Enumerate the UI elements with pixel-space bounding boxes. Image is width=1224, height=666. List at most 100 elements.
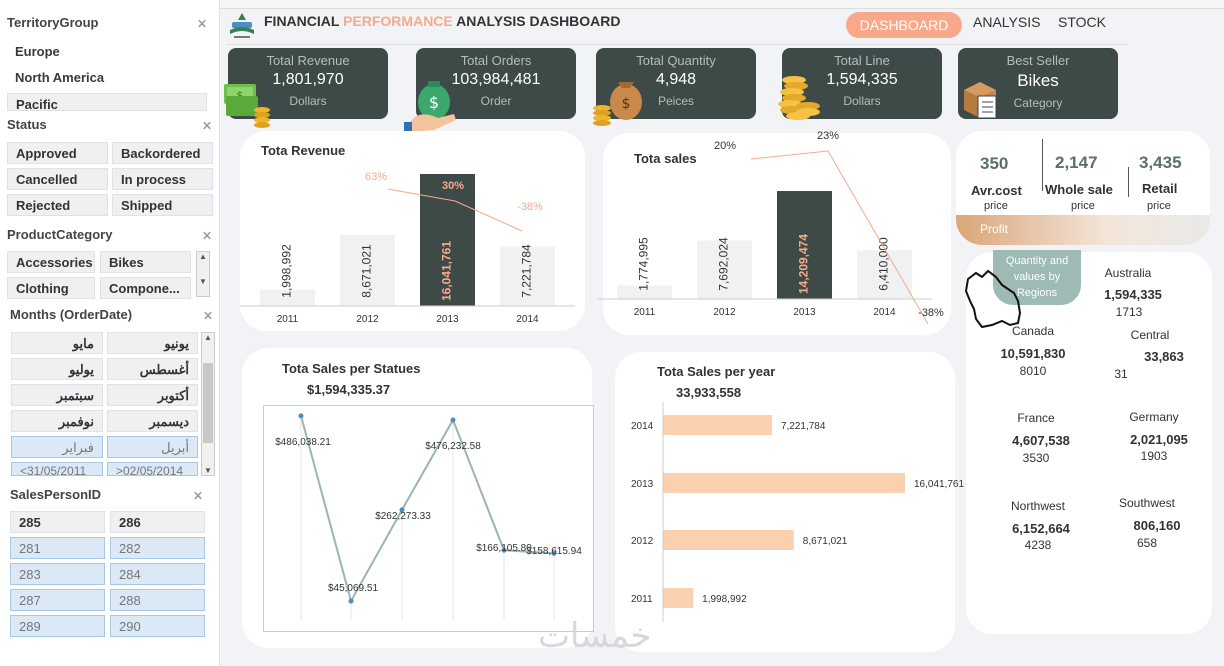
status-slicer-title: Status ⨯ bbox=[7, 117, 212, 132]
title-part-1: FINANCIAL bbox=[264, 13, 344, 29]
data-point bbox=[450, 417, 456, 423]
hbar-2012 bbox=[663, 530, 794, 550]
slicer-item-shipped[interactable]: Shipped bbox=[112, 194, 213, 216]
slicer-item-cancelled[interactable]: Cancelled bbox=[7, 168, 108, 190]
status-plot-frame bbox=[263, 405, 594, 632]
x-tick-label: 2013 bbox=[436, 314, 459, 325]
coin-stack-icon bbox=[774, 70, 826, 127]
slicer-item-backordered[interactable]: Backordered bbox=[112, 142, 213, 164]
salesperson-title-label: SalesPersonID bbox=[10, 487, 102, 502]
bar-2012 bbox=[340, 234, 395, 306]
x-tick-label: 2013 bbox=[793, 307, 816, 318]
scroll-up-icon[interactable]: ▲ bbox=[199, 252, 207, 261]
slicer-item-november[interactable]: نوفمبر bbox=[11, 410, 103, 432]
slicer-item-february[interactable]: فبراير bbox=[11, 436, 103, 458]
kpi-value: Bikes bbox=[1017, 71, 1059, 90]
x-tick-label: 2012 bbox=[713, 307, 736, 318]
category-scrollbar[interactable]: ▲ ▼ bbox=[196, 251, 210, 297]
slicer-item-components[interactable]: Compone... bbox=[100, 277, 191, 299]
slicer-item-december[interactable]: ديسمبر bbox=[107, 410, 198, 432]
bar-2014 bbox=[857, 250, 912, 299]
y-tick-label: 2014 bbox=[631, 421, 654, 432]
kpi-title: Best Seller bbox=[1006, 53, 1070, 68]
scroll-down-icon[interactable]: ▼ bbox=[204, 466, 212, 475]
nav-stock-link[interactable]: STOCK bbox=[1058, 14, 1106, 30]
slicer-item-before-date[interactable]: <31/05/2011 bbox=[11, 462, 103, 476]
kpi-sub: Order bbox=[480, 94, 512, 108]
year-chart-title: Tota Sales per year bbox=[657, 364, 776, 379]
slicer-item-october[interactable]: أكتوبر bbox=[107, 384, 198, 406]
slicer-item-september[interactable]: سبتمبر bbox=[11, 384, 103, 406]
slicer-item-pacific[interactable]: Pacific bbox=[7, 93, 207, 111]
status-title-label: Status bbox=[7, 117, 47, 132]
series-line bbox=[300, 415, 555, 604]
nav-analysis-link[interactable]: ANALYSIS bbox=[973, 14, 1041, 30]
slicer-item-in-process[interactable]: In process bbox=[112, 168, 213, 190]
nav-dashboard-button[interactable]: DASHBOARD bbox=[846, 12, 962, 38]
slicer-item-after-date[interactable]: >02/05/2014 bbox=[107, 462, 198, 476]
scroll-down-icon[interactable]: ▼ bbox=[199, 277, 207, 286]
regions-card bbox=[966, 252, 1212, 634]
slicer-item-282[interactable]: 282 bbox=[110, 537, 205, 559]
territory-slicer-title: TerritoryGroup ⨯ bbox=[7, 15, 207, 30]
retail-value: 3,435 bbox=[1139, 153, 1182, 172]
slicer-item-approved[interactable]: Approved bbox=[7, 142, 108, 164]
region-qty-france: 3530 bbox=[1022, 451, 1050, 465]
sales-chart-title: Tota sales bbox=[634, 151, 697, 166]
region-qty-germany: 1903 bbox=[1140, 449, 1168, 463]
region-name-central: Central bbox=[1130, 328, 1170, 342]
slicer-item-285[interactable]: 285 bbox=[10, 511, 105, 533]
region-qty-southwest: 658 bbox=[1136, 536, 1158, 550]
clear-filter-icon[interactable]: ⨯ bbox=[201, 227, 212, 242]
whole-sale-value: 2,147 bbox=[1055, 153, 1098, 172]
box-icon bbox=[960, 76, 1000, 125]
slicer-item-289[interactable]: 289 bbox=[10, 615, 105, 637]
x-tick-label: 2014 bbox=[873, 307, 896, 318]
slicer-item-may[interactable]: مايو bbox=[11, 332, 103, 354]
hbar-value-label: 1,998,992 bbox=[702, 594, 747, 605]
y-tick-label: 2013 bbox=[631, 479, 654, 490]
slicer-item-281[interactable]: 281 bbox=[10, 537, 105, 559]
slicer-item-283[interactable]: 283 bbox=[10, 563, 105, 585]
clear-filter-icon[interactable]: ⨯ bbox=[201, 117, 212, 132]
months-scrollbar[interactable]: ▲ ▼ bbox=[201, 332, 215, 476]
scroll-up-icon[interactable]: ▲ bbox=[204, 333, 212, 342]
slicer-item-284[interactable]: 284 bbox=[110, 563, 205, 585]
kpi-sub: Dollars bbox=[289, 94, 327, 108]
slicer-item-bikes[interactable]: Bikes bbox=[100, 251, 191, 273]
slicer-item-august[interactable]: أغسطس bbox=[107, 358, 198, 380]
profit-label: Profit bbox=[980, 222, 1009, 236]
slicer-item-europe[interactable]: Europe bbox=[7, 41, 207, 63]
bar-value-label: 7,221,784 bbox=[520, 244, 534, 298]
slicer-item-accessories[interactable]: Accessories bbox=[7, 251, 95, 273]
clear-filter-icon[interactable]: ⨯ bbox=[192, 487, 203, 502]
slicer-item-april[interactable]: أبريل bbox=[107, 436, 198, 458]
data-label: $45,069.51 bbox=[328, 583, 378, 594]
kpi-title: Total Orders bbox=[460, 53, 532, 68]
slicer-item-north-america[interactable]: North America bbox=[7, 67, 207, 89]
kpi-total-orders: Total Orders 103,984,481 Order bbox=[416, 48, 576, 119]
y-tick-label: 2012 bbox=[631, 536, 654, 547]
clear-filter-icon[interactable]: ⨯ bbox=[202, 307, 213, 322]
map-shape-icon bbox=[964, 269, 1022, 329]
slicer-item-clothing[interactable]: Clothing bbox=[7, 277, 95, 299]
data-label: $262,273.33 bbox=[375, 511, 431, 522]
status-chart-title: Tota Sales per Statues bbox=[282, 361, 421, 376]
region-value-germany: 2,021,095 bbox=[1130, 432, 1188, 447]
bar-2014 bbox=[500, 246, 555, 306]
region-qty-canada: 8010 bbox=[1019, 364, 1047, 378]
clear-filter-icon[interactable]: ⨯ bbox=[196, 15, 207, 30]
money-bag-hand-icon: $ bbox=[404, 78, 460, 137]
slicer-item-rejected[interactable]: Rejected bbox=[7, 194, 108, 216]
divider bbox=[1128, 167, 1129, 197]
bar-2011 bbox=[617, 285, 672, 299]
scroll-thumb[interactable] bbox=[203, 363, 213, 443]
kpi-value: 1,594,335 bbox=[826, 71, 898, 88]
region-value-france: 4,607,538 bbox=[1012, 433, 1070, 448]
slicer-item-june[interactable]: يونيو bbox=[107, 332, 198, 354]
slicer-item-290[interactable]: 290 bbox=[110, 615, 205, 637]
slicer-item-286[interactable]: 286 bbox=[110, 511, 205, 533]
slicer-item-287[interactable]: 287 bbox=[10, 589, 105, 611]
slicer-item-288[interactable]: 288 bbox=[110, 589, 205, 611]
slicer-item-july[interactable]: يوليو bbox=[11, 358, 103, 380]
